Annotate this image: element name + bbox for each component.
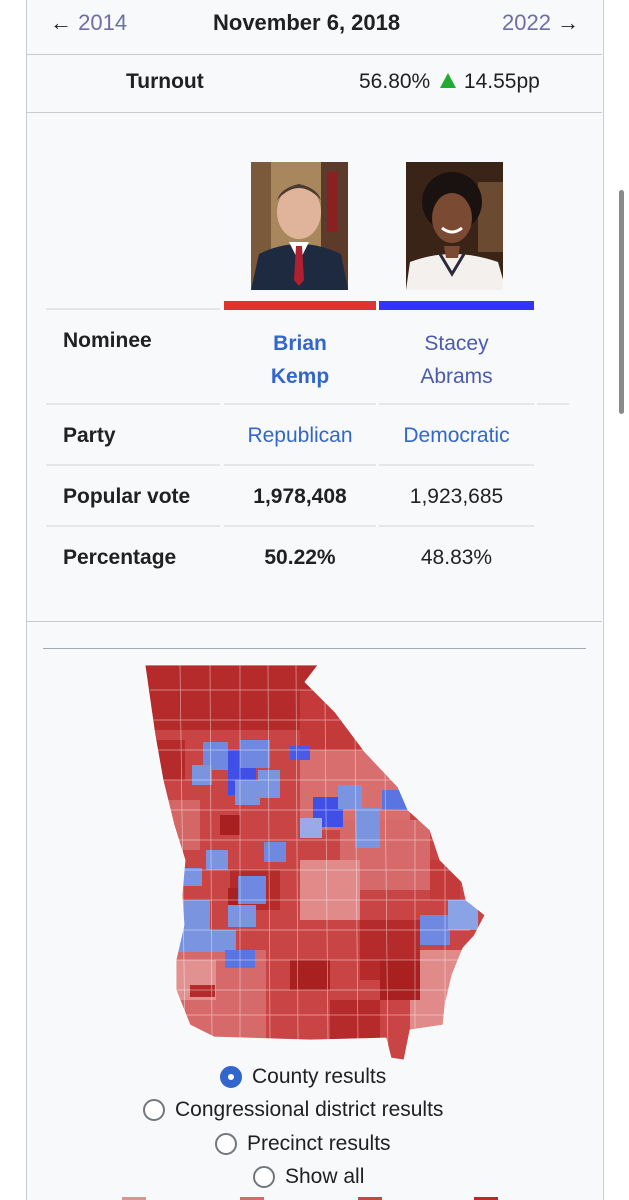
nominee-name-line1: Brian xyxy=(273,332,327,355)
percentage-abrams: 48.83% xyxy=(420,546,493,569)
radio-show-all[interactable]: Show all xyxy=(253,1165,364,1189)
georgia-state-outline xyxy=(144,664,486,1061)
turnout-value-group: 56.80% 14.55pp xyxy=(359,70,540,94)
row-divider xyxy=(379,525,534,527)
turnout-change: 14.55pp xyxy=(463,70,540,93)
party-label: Party xyxy=(63,424,116,447)
party-democratic-link[interactable]: Democratic xyxy=(403,424,510,447)
radio-precinct-results[interactable]: Precinct results xyxy=(215,1132,391,1156)
nominee-brian-kemp-link[interactable]: Brian Kemp xyxy=(224,327,376,393)
row-divider xyxy=(224,403,376,405)
row-divider xyxy=(224,464,376,466)
row-divider xyxy=(379,403,534,405)
arrow-left-icon: ← xyxy=(50,10,72,35)
county-shapes xyxy=(145,665,485,1060)
next-election-link[interactable]: 2022 → xyxy=(502,10,579,36)
radio-button-checked-icon[interactable] xyxy=(220,1066,242,1088)
popular-vote-label: Popular vote xyxy=(63,485,191,508)
radio-button-icon[interactable] xyxy=(215,1133,237,1155)
portrait-stacey-abrams[interactable] xyxy=(406,162,503,290)
increase-triangle-icon xyxy=(440,73,457,88)
radio-button-icon[interactable] xyxy=(143,1099,165,1121)
next-election-year: 2022 xyxy=(502,10,551,35)
row-divider xyxy=(46,464,220,466)
row-divider xyxy=(224,525,376,527)
portrait-brian-kemp-image xyxy=(251,162,348,290)
democratic-color-bar xyxy=(379,301,534,310)
legend-swatch xyxy=(358,1197,382,1200)
vertical-scrollbar[interactable] xyxy=(619,190,624,414)
republican-color-bar xyxy=(224,301,376,310)
nominee-name-line1: Stacey xyxy=(424,332,489,355)
divider xyxy=(27,112,602,113)
popular-vote-kemp: 1,978,408 xyxy=(253,485,347,508)
election-date: November 6, 2018 xyxy=(213,10,401,35)
popular-vote-abrams: 1,923,685 xyxy=(409,485,504,508)
nominee-label: Nominee xyxy=(63,329,152,352)
divider xyxy=(27,621,602,622)
row-divider xyxy=(379,464,534,466)
row-divider xyxy=(46,308,220,310)
arrow-right-icon: → xyxy=(557,10,580,35)
row-divider xyxy=(537,403,569,405)
legend-swatch xyxy=(474,1197,498,1200)
divider xyxy=(27,54,602,55)
turnout-label: Turnout xyxy=(126,70,204,93)
row-divider xyxy=(46,525,220,527)
county-borders xyxy=(150,665,470,1060)
radio-county-results[interactable]: County results xyxy=(220,1065,386,1089)
radio-button-icon[interactable] xyxy=(253,1166,275,1188)
party-republican-link[interactable]: Republican xyxy=(247,424,353,447)
percentage-kemp: 50.22% xyxy=(264,546,336,569)
portrait-stacey-abrams-image xyxy=(406,162,503,290)
nominee-name-line2: Kemp xyxy=(270,365,330,388)
radio-label: County results xyxy=(252,1065,387,1088)
legend-swatch xyxy=(240,1197,264,1200)
previous-election-link[interactable]: ← 2014 xyxy=(50,10,127,36)
radio-label: Congressional district results xyxy=(175,1098,444,1121)
nominee-name-line2: Abrams xyxy=(420,365,493,388)
percentage-label: Percentage xyxy=(63,546,177,569)
nominee-stacey-abrams-link[interactable]: Stacey Abrams xyxy=(379,327,534,393)
map-top-rule xyxy=(43,648,586,649)
legend-swatch xyxy=(122,1197,146,1200)
row-divider xyxy=(46,403,220,405)
portrait-brian-kemp[interactable] xyxy=(251,162,348,290)
radio-label: Show all xyxy=(285,1165,365,1188)
turnout-value: 56.80% xyxy=(359,70,431,93)
previous-election-year: 2014 xyxy=(78,10,128,35)
radio-congressional-district-results[interactable]: Congressional district results xyxy=(143,1098,443,1122)
radio-label: Precinct results xyxy=(247,1132,391,1155)
